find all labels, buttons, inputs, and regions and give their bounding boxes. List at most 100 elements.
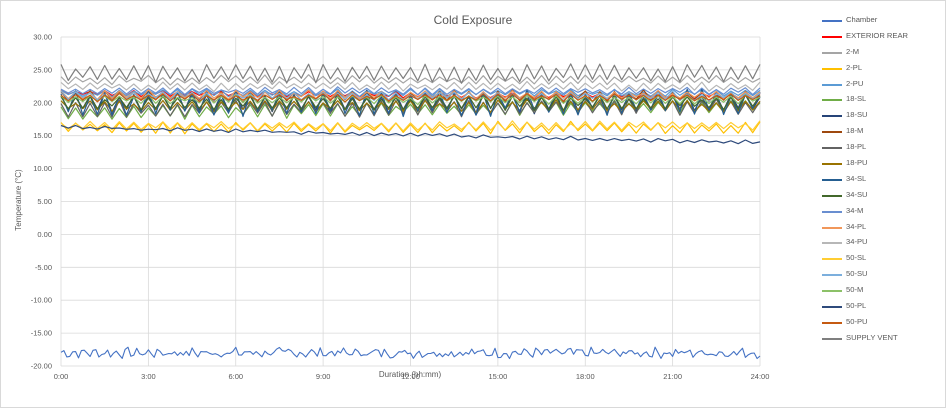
- legend-swatch: [822, 337, 842, 340]
- legend-label: EXTERIOR REAR: [846, 30, 909, 40]
- legend-swatch: [822, 51, 842, 54]
- legend-swatch: [822, 274, 842, 277]
- legend-swatch: [822, 290, 842, 293]
- legend-label: 50-PL: [846, 301, 867, 311]
- legend-swatch: [822, 210, 842, 213]
- legend-swatch: [822, 242, 842, 245]
- series-line-50-pu: [60, 92, 761, 103]
- y-tick-label: -5.00: [35, 263, 52, 272]
- x-tick-label: 21:00: [663, 372, 682, 381]
- series-lines: [60, 63, 761, 360]
- legend-label: SUPPLY VENT: [846, 332, 898, 342]
- x-tick-label: 3:00: [141, 372, 156, 381]
- y-tick-label: 15.00: [33, 131, 52, 140]
- legend-item: 34-SL: [822, 173, 940, 189]
- legend-item: 18-PU: [822, 157, 940, 173]
- legend-swatch: [822, 83, 842, 86]
- x-tick-label: 0:00: [54, 372, 69, 381]
- series-line-50-sl: [60, 120, 761, 132]
- x-tick-label: 9:00: [316, 372, 331, 381]
- legend-label: 18-M: [846, 126, 864, 136]
- legend-swatch: [822, 20, 842, 22]
- y-tick-label: 20.00: [33, 98, 52, 107]
- legend-swatch: [822, 306, 842, 309]
- legend-item: 2-PL: [822, 62, 940, 78]
- y-tick-label: -10.00: [31, 296, 52, 305]
- legend-swatch: [822, 99, 842, 102]
- legend-swatch: [822, 321, 842, 324]
- series-line-supply-vent: [60, 63, 761, 84]
- series-line-chamber: [60, 346, 761, 360]
- x-tick-label: 12:00: [401, 372, 420, 381]
- legend-swatch: [822, 194, 842, 197]
- legend-item: 18-SL: [822, 93, 940, 109]
- y-tick-label: 10.00: [33, 164, 52, 173]
- legend-item: 50-SL: [822, 252, 940, 268]
- legend-item: 50-SU: [822, 268, 940, 284]
- legend-label: 50-PU: [846, 316, 868, 326]
- legend-label: 18-SU: [846, 110, 868, 120]
- y-tick-label: 25.00: [33, 65, 52, 74]
- series-line-50-su: [60, 90, 761, 102]
- series-line-34-m: [60, 86, 761, 96]
- legend-item: Chamber: [822, 14, 940, 30]
- legend-label: 34-PL: [846, 221, 867, 231]
- y-tick-label: 30.00: [33, 33, 52, 42]
- series-line-2-pu: [60, 87, 761, 98]
- y-tick-label: 5.00: [37, 197, 52, 206]
- chart-title: Cold Exposure: [434, 13, 513, 27]
- legend-item: 34-PL: [822, 221, 940, 237]
- series-line-50-pl: [60, 124, 761, 145]
- legend-label: 34-SL: [846, 173, 867, 183]
- legend-item: 18-SU: [822, 109, 940, 125]
- legend-label: 2-M: [846, 46, 860, 56]
- legend-label: 2-PL: [846, 62, 863, 72]
- x-tick-label: 6:00: [228, 372, 243, 381]
- legend-swatch: [822, 67, 842, 70]
- legend-label: 50-M: [846, 285, 864, 295]
- y-tick-labels: 30.00 25.00 20.00 15.00 10.00 5.00 0.00 -5.00 -1…: [31, 33, 52, 371]
- legend-item: 34-PU: [822, 236, 940, 252]
- x-tick-label: 15:00: [488, 372, 507, 381]
- legend-item: 2-M: [822, 46, 940, 62]
- legend-swatch: [822, 147, 842, 150]
- legend-item: 18-M: [822, 125, 940, 141]
- legend-swatch: [822, 115, 842, 118]
- legend-item: 50-M: [822, 284, 940, 300]
- legend-label: 50-SU: [846, 269, 868, 279]
- legend-item: 50-PL: [822, 300, 940, 316]
- legend-item: EXTERIOR REAR: [822, 30, 940, 46]
- series-line-18-pu: [60, 98, 761, 114]
- legend-swatch: [822, 163, 842, 166]
- legend-item: 18-PL: [822, 141, 940, 157]
- legend-item: 34-M: [822, 205, 940, 221]
- x-tick-label: 18:00: [576, 372, 595, 381]
- legend-item: 50-PU: [822, 316, 940, 332]
- x-tick-label: 24:00: [751, 372, 770, 381]
- y-axis-title: Temperature (°C): [14, 169, 23, 231]
- legend-swatch: [822, 226, 842, 229]
- legend-item: 34-SU: [822, 189, 940, 205]
- legend-label: 34-PU: [846, 237, 868, 247]
- legend-label: 18-PU: [846, 158, 868, 168]
- legend-label: 2-PU: [846, 78, 864, 88]
- series-line-34-pu: [60, 80, 761, 93]
- legend-label: 50-SL: [846, 253, 867, 263]
- legend-label: 34-SU: [846, 189, 868, 199]
- legend-item: 2-PU: [822, 78, 940, 94]
- legend-label: Chamber: [846, 15, 878, 24]
- x-tick-labels: 0:00 3:00 6:00 9:00 12:00 15:00 18:00 21:00 24:0…: [54, 372, 770, 381]
- legend-item: SUPPLY VENT: [822, 332, 940, 348]
- x-axis-title: Duration (hh:mm): [379, 370, 442, 379]
- legend-label: 18-SL: [846, 94, 867, 104]
- series-line-2-m: [60, 74, 761, 86]
- y-tick-label: -15.00: [31, 329, 52, 338]
- y-tick-label: 0.00: [37, 230, 52, 239]
- legend-swatch: [822, 178, 842, 181]
- chart-legend: Chamber EXTERIOR REAR 2-M 2-PL 2-PU 18-SL 18-S…: [822, 14, 940, 348]
- legend-label: 18-PL: [846, 142, 867, 152]
- legend-swatch: [822, 258, 842, 261]
- legend-swatch: [822, 35, 842, 38]
